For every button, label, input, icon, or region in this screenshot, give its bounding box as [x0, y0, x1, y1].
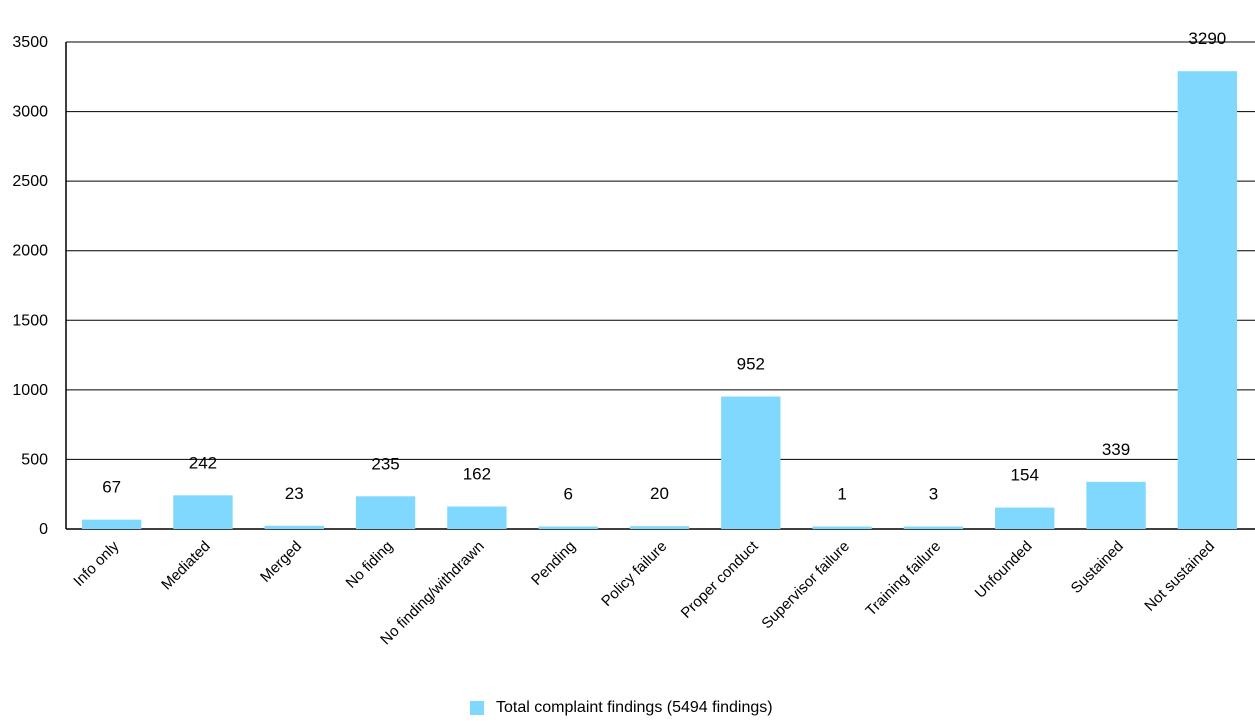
- bar: [903, 526, 964, 529]
- bar: [173, 495, 233, 529]
- data-label: 242: [189, 453, 217, 472]
- x-tick-label: Not sustained: [1141, 538, 1218, 615]
- x-tick-label: No fiding: [343, 538, 397, 592]
- data-label: 20: [650, 484, 669, 503]
- y-tick-label: 0: [39, 521, 48, 538]
- gridlines: [66, 41, 1255, 530]
- x-tick-label: Mediated: [158, 538, 214, 594]
- y-tick-label: 2000: [12, 243, 48, 260]
- bar: [812, 526, 872, 529]
- data-label: 23: [285, 484, 304, 503]
- bar: [1086, 481, 1146, 529]
- bar: [721, 396, 781, 529]
- x-tick-label: Supervisor failure: [758, 538, 853, 633]
- bar: [1177, 71, 1238, 529]
- data-label: 952: [737, 355, 765, 374]
- data-label: 6: [563, 485, 572, 504]
- legend: Total complaint findings (5494 findings): [470, 699, 773, 717]
- data-label: 162: [463, 464, 491, 483]
- x-tick-label: Merged: [257, 538, 305, 586]
- legend-label: Total complaint findings (5494 findings): [496, 699, 773, 716]
- bar: [447, 506, 507, 529]
- y-tick-label: 1500: [12, 312, 48, 329]
- x-tick-label: Unfounded: [972, 538, 1036, 602]
- y-tick-label: 500: [21, 451, 48, 468]
- data-label: 1: [837, 485, 846, 504]
- data-label: 339: [1102, 440, 1130, 459]
- y-tick-label: 1000: [12, 382, 48, 399]
- data-label: 67: [102, 478, 121, 497]
- bars: [81, 71, 1238, 529]
- x-tick-label: No finding/withdrawn: [377, 538, 487, 648]
- bar: [995, 507, 1055, 529]
- x-tick-label: Training failure: [862, 538, 944, 620]
- y-tick-label: 2500: [12, 173, 48, 190]
- bar: [629, 526, 690, 529]
- data-labels: 67 242 23 235 162 6 20 952 1 3 154 339 3290: [102, 29, 1226, 503]
- data-label: 154: [1011, 466, 1039, 485]
- bar: [538, 526, 598, 529]
- y-tick-label: 3000: [12, 104, 48, 121]
- bar: [81, 519, 142, 529]
- y-axis-tick-labels: 0 500 1000 1500 2000 2500 3000 3500: [12, 34, 48, 538]
- legend-swatch: [470, 701, 484, 715]
- x-tick-label: Sustained: [1068, 538, 1127, 597]
- bar: [355, 496, 416, 529]
- bar: [264, 525, 324, 529]
- y-tick-label: 3500: [12, 34, 48, 51]
- x-tick-label: Proper conduct: [678, 537, 763, 622]
- x-tick-label: Info only: [70, 537, 122, 589]
- x-tick-label: Policy failure: [598, 538, 670, 610]
- data-label: 3290: [1188, 29, 1226, 48]
- x-tick-label: Pending: [528, 538, 579, 589]
- data-label: 235: [371, 454, 399, 473]
- data-label: 3: [929, 485, 938, 504]
